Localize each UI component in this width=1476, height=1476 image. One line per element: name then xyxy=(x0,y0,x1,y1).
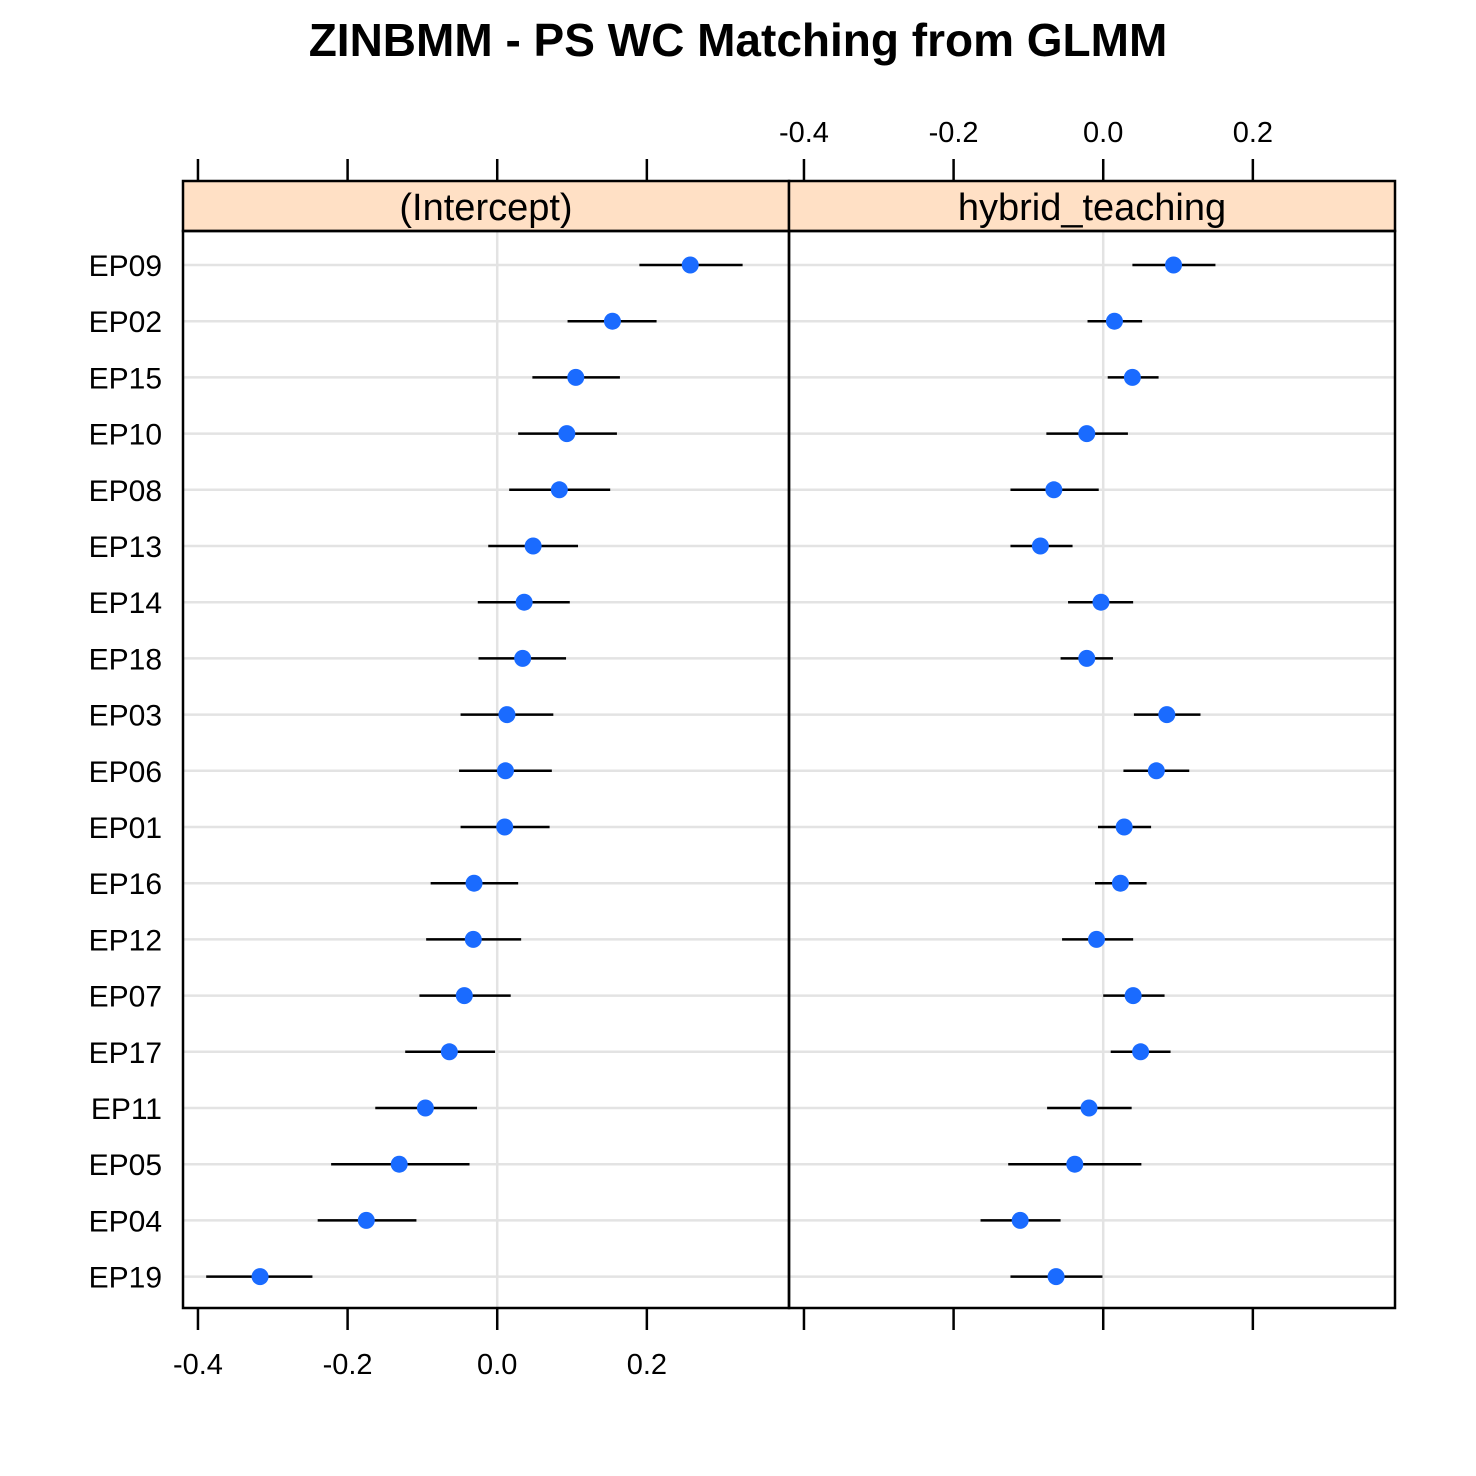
bottom-tick-label-intercept: 0.0 xyxy=(477,1349,517,1381)
point-ep03-intercept xyxy=(498,706,516,724)
chart-title: ZINBMM - PS WC Matching from GLMM xyxy=(309,14,1168,66)
top-tick-label-hybrid-teaching: -0.4 xyxy=(779,117,829,149)
point-ep03-hybrid-teaching xyxy=(1158,706,1176,724)
top-tick-label-hybrid-teaching: 0.2 xyxy=(1233,117,1273,149)
point-ep01-hybrid-teaching xyxy=(1115,818,1133,836)
point-ep08-intercept xyxy=(550,481,568,499)
bottom-tick-label-intercept: -0.2 xyxy=(323,1349,373,1381)
row-label-ep04: EP04 xyxy=(89,1205,162,1238)
row-label-ep16: EP16 xyxy=(89,868,162,901)
point-ep11-hybrid-teaching xyxy=(1080,1099,1098,1117)
point-ep02-hybrid-teaching xyxy=(1105,312,1123,330)
point-ep19-intercept xyxy=(251,1268,269,1286)
row-label-ep03: EP03 xyxy=(89,700,162,733)
point-ep17-intercept xyxy=(440,1043,458,1061)
row-label-ep12: EP12 xyxy=(89,924,162,957)
top-tick-label-hybrid-teaching: 0.0 xyxy=(1083,117,1123,149)
point-ep07-intercept xyxy=(455,987,473,1005)
point-ep14-hybrid-teaching xyxy=(1092,593,1110,611)
point-ep14-intercept xyxy=(515,593,533,611)
row-label-ep11: EP11 xyxy=(91,1093,162,1126)
axes-layer xyxy=(196,159,1255,1330)
point-ep01-intercept xyxy=(496,818,514,836)
frame-layer xyxy=(181,179,1397,1310)
point-ep13-hybrid-teaching xyxy=(1031,537,1049,555)
point-ep09-intercept xyxy=(681,256,699,274)
point-ep15-intercept xyxy=(567,368,585,386)
row-label-ep08: EP08 xyxy=(89,475,162,508)
point-ep10-intercept xyxy=(558,425,576,443)
point-ep02-intercept xyxy=(603,312,621,330)
row-label-ep07: EP07 xyxy=(89,981,162,1014)
point-ep08-hybrid-teaching xyxy=(1045,481,1063,499)
point-ep07-hybrid-teaching xyxy=(1124,987,1142,1005)
row-label-ep09: EP09 xyxy=(89,250,162,283)
point-ep04-hybrid-teaching xyxy=(1011,1211,1029,1229)
point-ep05-hybrid-teaching xyxy=(1066,1155,1084,1173)
row-label-ep18: EP18 xyxy=(89,643,162,676)
point-ep19-hybrid-teaching xyxy=(1047,1268,1065,1286)
row-label-ep06: EP06 xyxy=(89,756,162,789)
strip-intercept xyxy=(181,179,791,233)
row-label-ep17: EP17 xyxy=(89,1037,162,1070)
row-label-ep13: EP13 xyxy=(89,531,162,564)
bottom-tick-label-intercept: -0.4 xyxy=(173,1349,223,1381)
point-ep16-intercept xyxy=(465,874,483,892)
row-label-ep01: EP01 xyxy=(89,812,162,845)
point-ep06-hybrid-teaching xyxy=(1147,762,1165,780)
point-ep15-hybrid-teaching xyxy=(1123,368,1141,386)
row-label-ep05: EP05 xyxy=(89,1149,162,1182)
marks-layer xyxy=(206,256,1216,1286)
point-ep18-hybrid-teaching xyxy=(1078,649,1096,667)
bottom-tick-label-intercept: 0.2 xyxy=(627,1349,667,1381)
row-label-ep19: EP19 xyxy=(89,1262,162,1295)
row-label-ep15: EP15 xyxy=(89,362,162,395)
point-ep10-hybrid-teaching xyxy=(1078,425,1096,443)
point-ep13-intercept xyxy=(524,537,542,555)
point-ep16-hybrid-teaching xyxy=(1111,874,1129,892)
labels-layer: (Intercept) -0.4 -0.2 0.0 0.2 hybrid_teaching… xyxy=(89,117,1273,1381)
strip-label-intercept: (Intercept) xyxy=(399,187,572,229)
point-ep06-intercept xyxy=(496,762,514,780)
point-ep12-hybrid-teaching xyxy=(1087,930,1105,948)
point-ep18-intercept xyxy=(514,649,532,667)
row-label-ep14: EP14 xyxy=(89,587,162,620)
panel-border-intercept xyxy=(181,229,791,1310)
strip-hybrid-teaching xyxy=(787,179,1397,233)
row-label-ep02: EP02 xyxy=(89,306,162,339)
top-tick-label-hybrid-teaching: -0.2 xyxy=(929,117,979,149)
point-ep12-intercept xyxy=(464,930,482,948)
point-ep11-intercept xyxy=(416,1099,434,1117)
panel-border-hybrid-teaching xyxy=(787,229,1397,1310)
point-ep09-hybrid-teaching xyxy=(1165,256,1183,274)
point-ep05-intercept xyxy=(390,1155,408,1173)
row-label-ep10: EP10 xyxy=(89,419,162,452)
point-ep04-intercept xyxy=(357,1211,375,1229)
strip-label-hybrid-teaching: hybrid_teaching xyxy=(958,187,1226,229)
point-ep17-hybrid-teaching xyxy=(1132,1043,1150,1061)
